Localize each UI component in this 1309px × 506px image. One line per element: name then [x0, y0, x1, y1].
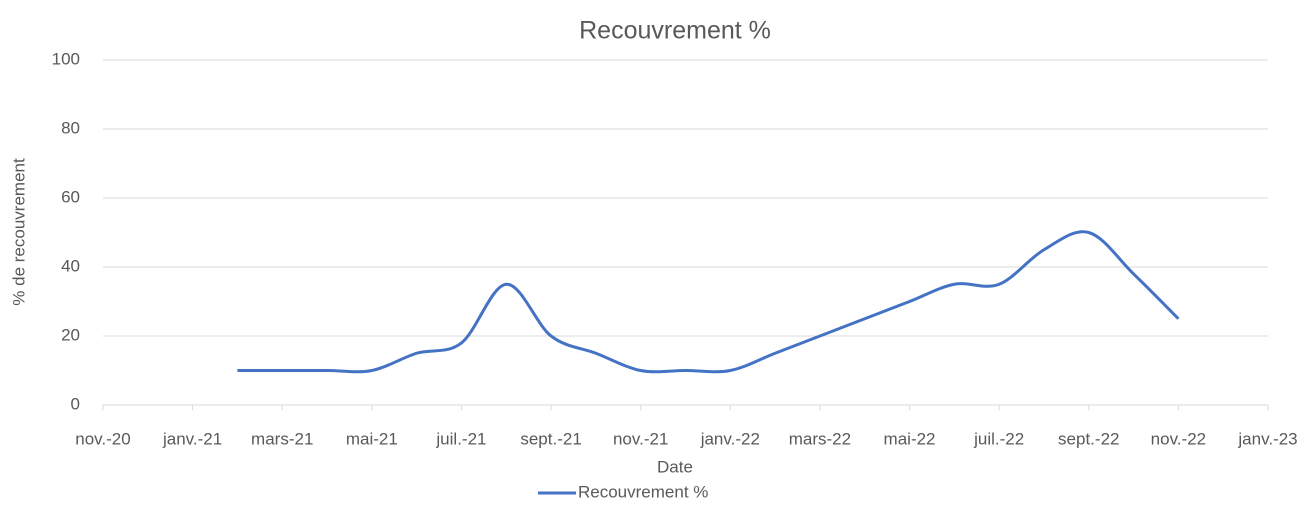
- y-tick-label: 40: [61, 256, 80, 275]
- x-tick-label: nov.-20: [75, 429, 130, 448]
- legend-label: Recouvrement %: [578, 482, 708, 501]
- y-tick-label: 0: [71, 394, 80, 413]
- x-tick-label: mars-21: [251, 429, 313, 448]
- y-tick-label: 20: [61, 325, 80, 344]
- x-tick-label: janv.-23: [1237, 429, 1297, 448]
- x-tick-label: mai-21: [346, 429, 398, 448]
- y-tick-label: 100: [52, 49, 80, 68]
- x-axis-label: Date: [657, 457, 693, 476]
- x-tick-label: sept.-22: [1058, 429, 1119, 448]
- x-tick-label: janv.-22: [700, 429, 760, 448]
- line-series: [237, 230, 1180, 374]
- x-tick-label: juil.-22: [973, 429, 1024, 448]
- x-tick-label: janv.-21: [162, 429, 222, 448]
- x-tick-label: juil.-21: [435, 429, 486, 448]
- y-tick-label: 60: [61, 187, 80, 206]
- y-axis-label: % de recouvrement: [9, 158, 28, 306]
- x-tick-label: mars-22: [789, 429, 851, 448]
- y-tick-label: 80: [61, 118, 80, 137]
- x-tick-label: sept.-21: [520, 429, 581, 448]
- x-tick-label: nov.-22: [1151, 429, 1206, 448]
- x-tick-label: mai-22: [884, 429, 936, 448]
- x-tick-label: nov.-21: [613, 429, 668, 448]
- chart-title: Recouvrement %: [579, 17, 771, 45]
